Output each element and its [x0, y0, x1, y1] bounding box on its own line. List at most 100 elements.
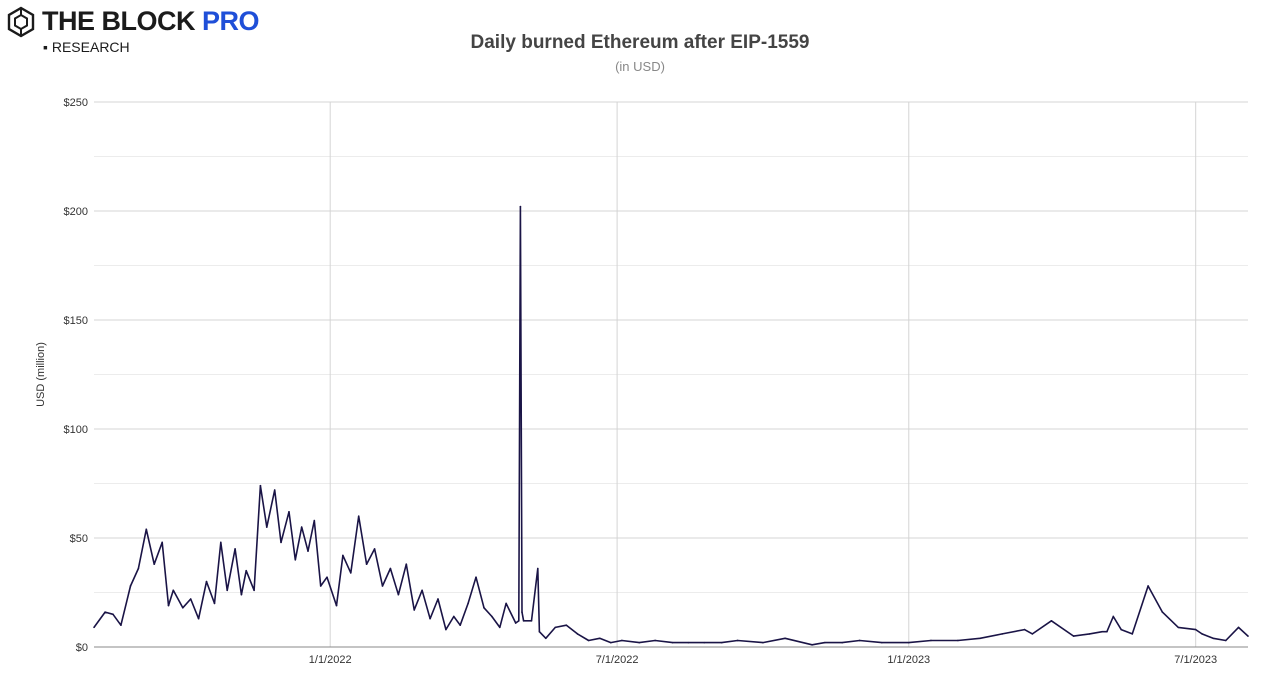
y-tick-label: $50: [70, 533, 88, 545]
data-point: [1106, 630, 1108, 633]
data-point: [161, 541, 163, 544]
data-point: [273, 489, 276, 491]
brand-name: THE BLOCK PRO: [42, 6, 260, 36]
data-point: [259, 484, 262, 487]
data-point: [226, 589, 228, 592]
data-point: [265, 526, 268, 528]
data-point: [459, 624, 461, 626]
data-point: [234, 548, 236, 550]
data-point: [319, 585, 322, 587]
data-point: [189, 598, 192, 600]
x-tick-label: 1/1/2023: [887, 654, 930, 666]
data-point: [1247, 635, 1249, 637]
y-tick-label: $150: [64, 315, 88, 327]
data-point: [1201, 633, 1203, 635]
data-point: [475, 576, 477, 579]
y-tick-label: $0: [76, 642, 88, 654]
y-tick-label: $200: [64, 206, 88, 218]
data-point: [1031, 633, 1034, 635]
data-point: [823, 641, 826, 644]
data-point: [1177, 626, 1180, 629]
data-point: [1120, 628, 1122, 631]
data-point: [437, 598, 439, 600]
data-point: [429, 617, 431, 620]
data-point: [288, 511, 290, 513]
data-point: [671, 641, 674, 644]
bullet-icon: ▪: [43, 39, 48, 55]
data-point: [421, 589, 423, 592]
data-point: [405, 563, 408, 565]
data-point: [413, 609, 416, 611]
brand-pro: PRO: [202, 6, 260, 36]
data-point: [300, 526, 303, 528]
series-line: [93, 205, 1249, 646]
data-point: [1237, 626, 1240, 629]
data-point: [491, 615, 493, 618]
data-point: [1001, 633, 1004, 635]
data-point: [1225, 639, 1227, 642]
data-point: [240, 593, 243, 596]
brand-subtitle: ▪ RESEARCH: [43, 39, 130, 55]
data-point: [1072, 635, 1075, 637]
data-point: [638, 641, 641, 644]
data-point: [1088, 633, 1091, 635]
data-point: [544, 637, 547, 640]
data-point: [784, 637, 786, 640]
data-point: [907, 641, 910, 644]
chart-title: Daily burned Ethereum after EIP-1559: [470, 32, 810, 53]
data-point: [530, 620, 533, 622]
data-point: [181, 606, 184, 609]
data-point: [609, 641, 612, 644]
data-point: [736, 639, 739, 642]
data-point: [253, 589, 255, 592]
data-point: [389, 567, 392, 570]
data-point: [104, 611, 106, 613]
data-point: [1131, 633, 1134, 635]
data-point: [365, 563, 368, 565]
data-point: [129, 585, 132, 587]
data-point: [957, 639, 959, 642]
brand-logo: THE BLOCK PRO ▪ RESEARCH: [6, 4, 296, 56]
data-point: [172, 589, 175, 592]
data-point: [483, 606, 485, 609]
data-point: [720, 641, 723, 644]
data-point: [598, 637, 601, 640]
data-point: [1112, 615, 1115, 618]
data-point: [280, 541, 282, 544]
data-point: [453, 615, 455, 618]
data-point: [538, 630, 541, 633]
data-point: [381, 585, 384, 587]
data-point: [565, 624, 568, 626]
data-point: [687, 641, 690, 644]
data-point: [514, 622, 517, 624]
data-point: [979, 637, 981, 640]
data-point: [153, 563, 156, 565]
data-point: [294, 559, 297, 561]
data-point: [220, 541, 222, 544]
data-point: [1023, 628, 1026, 631]
data-point: [205, 580, 208, 583]
data-point: [342, 554, 344, 557]
data-point: [93, 626, 95, 629]
data-point: [197, 617, 200, 620]
data-point: [762, 641, 764, 644]
data-point: [467, 602, 469, 605]
data-point: [167, 604, 170, 607]
data-point: [145, 528, 148, 531]
data-point: [654, 639, 656, 642]
data-point: [397, 593, 400, 596]
data-point: [1212, 637, 1214, 640]
data-point: [499, 626, 501, 629]
data-point: [1147, 585, 1149, 587]
cube-logo-icon: [7, 6, 35, 38]
data-point: [137, 567, 140, 570]
data-point: [554, 626, 557, 629]
data-point: [349, 572, 352, 574]
data-point: [357, 515, 360, 517]
data-point: [245, 569, 247, 572]
data-point: [505, 602, 507, 605]
data-point: [445, 628, 447, 631]
data-point: [522, 620, 525, 622]
data-point: [213, 602, 216, 605]
